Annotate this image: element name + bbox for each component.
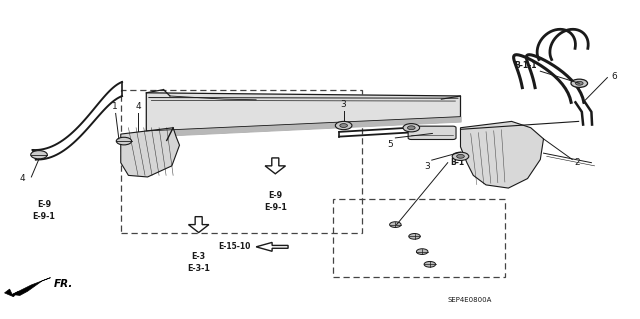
Text: 3: 3 <box>340 100 346 109</box>
Circle shape <box>116 137 132 145</box>
Text: 2: 2 <box>574 158 580 167</box>
Text: SEP4E0800A: SEP4E0800A <box>448 297 492 303</box>
Polygon shape <box>256 242 288 251</box>
Text: 6: 6 <box>611 72 617 81</box>
Polygon shape <box>147 93 461 136</box>
Circle shape <box>335 122 352 130</box>
Text: 5: 5 <box>387 140 393 149</box>
Circle shape <box>409 234 420 239</box>
Polygon shape <box>4 289 19 297</box>
Text: E-9
E-9-1: E-9 E-9-1 <box>33 200 56 221</box>
Text: 3: 3 <box>424 162 430 171</box>
Circle shape <box>403 123 420 132</box>
Polygon shape <box>188 217 209 233</box>
Text: FR.: FR. <box>54 279 73 289</box>
Circle shape <box>452 152 468 160</box>
Polygon shape <box>12 278 51 295</box>
Circle shape <box>417 249 428 255</box>
Polygon shape <box>121 128 179 177</box>
Circle shape <box>340 123 348 127</box>
Text: B-1-1: B-1-1 <box>515 61 537 70</box>
Circle shape <box>457 154 465 158</box>
FancyBboxPatch shape <box>408 126 456 139</box>
Text: 1: 1 <box>111 102 117 111</box>
Text: E-15-10: E-15-10 <box>219 242 251 251</box>
Circle shape <box>571 79 588 87</box>
Polygon shape <box>265 158 285 174</box>
Text: 4: 4 <box>135 102 141 111</box>
Text: 4: 4 <box>19 174 25 183</box>
Circle shape <box>575 81 583 85</box>
Circle shape <box>424 262 436 267</box>
Polygon shape <box>461 122 543 188</box>
Circle shape <box>408 126 415 130</box>
Text: E-3
E-3-1: E-3 E-3-1 <box>188 252 210 273</box>
Circle shape <box>31 151 47 159</box>
Bar <box>333 199 505 277</box>
Text: E-9
E-9-1: E-9 E-9-1 <box>264 191 287 212</box>
Circle shape <box>390 222 401 227</box>
Bar <box>121 90 362 233</box>
Text: B-1: B-1 <box>451 158 465 167</box>
